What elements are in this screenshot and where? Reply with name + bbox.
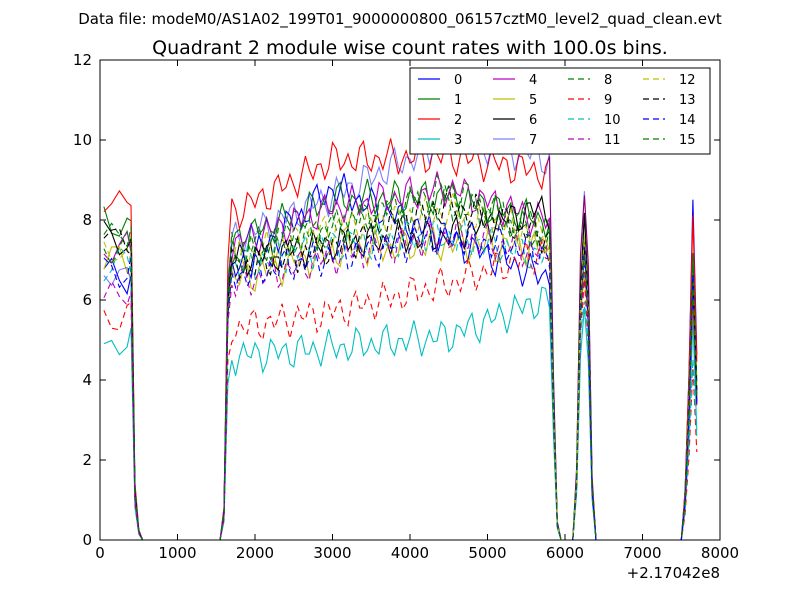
x-tick-label: 6000 <box>546 544 584 562</box>
x-tick-label: 1000 <box>158 544 196 562</box>
y-tick-label: 6 <box>82 291 92 309</box>
legend-label: 5 <box>529 93 537 108</box>
chart-title: Quadrant 2 module wise count rates with … <box>152 37 668 59</box>
legend-label: 10 <box>604 113 621 128</box>
legend-label: 1 <box>454 93 462 108</box>
x-axis-offset-label: +2.17042e8 <box>627 564 720 582</box>
x-axis: 0 1000 2000 3000 4000 5000 6000 7000 8000 <box>95 60 739 562</box>
y-tick-label: 12 <box>73 51 92 69</box>
legend-label: 11 <box>604 133 621 148</box>
x-tick-label: 4000 <box>391 544 429 562</box>
x-tick-label: 8000 <box>701 544 739 562</box>
y-tick-label: 8 <box>82 211 92 229</box>
x-tick-label: 0 <box>95 544 105 562</box>
series-line-13 <box>103 185 698 541</box>
legend-label: 8 <box>604 73 612 88</box>
x-tick-label: 2000 <box>236 544 274 562</box>
y-tick-label: 0 <box>82 531 92 549</box>
x-tick-label: 7000 <box>623 544 661 562</box>
y-tick-label: 2 <box>82 451 92 469</box>
legend-label: 14 <box>679 113 696 128</box>
legend-label: 3 <box>454 133 462 148</box>
legend-label: 9 <box>604 93 612 108</box>
legend-label: 7 <box>529 133 537 148</box>
x-tick-label: 3000 <box>313 544 351 562</box>
legend-label: 13 <box>679 93 696 108</box>
plot-lines <box>103 122 698 541</box>
legend-label: 6 <box>529 113 537 128</box>
y-tick-label: 4 <box>82 371 92 389</box>
legend-box <box>409 67 711 155</box>
legend-label: 15 <box>679 133 696 148</box>
x-tick-label: 5000 <box>468 544 506 562</box>
series-line-15 <box>103 173 698 541</box>
legend-label: 0 <box>454 73 462 88</box>
y-tick-label: 10 <box>73 131 92 149</box>
legend-label: 2 <box>454 113 462 128</box>
series-line-12 <box>103 193 698 541</box>
legend-label: 12 <box>679 73 696 88</box>
legend-label: 4 <box>529 73 537 88</box>
figure-suptitle: Data file: modeM0/AS1A02_199T01_90000008… <box>78 10 722 29</box>
